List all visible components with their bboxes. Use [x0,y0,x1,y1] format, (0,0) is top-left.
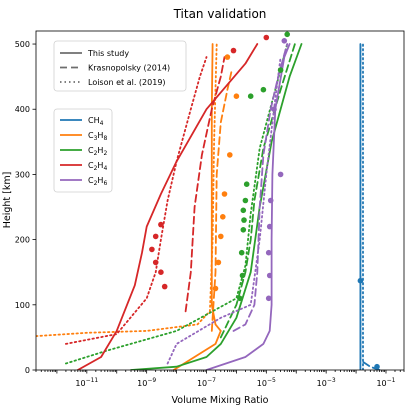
series-c3h8-dashed [210,69,233,332]
obs-point-c2h2 [242,197,249,204]
series-c2h4-dotted [65,56,208,345]
obs-point-ch4 [374,363,380,370]
x-tick-label: 10−1 [376,377,395,388]
obs-point-c2h6 [271,106,277,112]
obs-point-c2h2 [284,31,291,38]
obs-point-ch4 [357,277,364,284]
legend-species-label: C2H2 [88,146,107,157]
series-c3h8-dotted [36,43,218,337]
obs-point-c2h2 [240,207,247,214]
series-c2h2-dotted [65,43,289,365]
obs-point-c2h2 [247,93,254,99]
obs-point-c2h2 [240,227,247,233]
obs-point-c3h8 [224,54,231,60]
series-c2h6-dotted [166,56,282,365]
x-tick-label: 10−9 [137,377,156,388]
x-tick-label: 10−11 [75,377,98,388]
obs-point-c3h8 [212,285,219,292]
y-tick-label: 400 [15,105,30,114]
series-c2h6-dashed [232,43,289,332]
obs-point-c2h4 [158,269,164,276]
x-tick-label: 10−3 [317,377,336,388]
legend-species-frame [53,108,113,193]
obs-point-c2h6 [267,197,274,204]
y-tick-label: 500 [15,40,30,49]
obs-point-c3h8 [221,191,228,197]
obs-point-c3h8 [215,259,222,266]
obs-point-c3h8 [218,233,224,240]
series-ch4-dashed [359,43,381,370]
series-c2h6-solid [205,43,291,370]
y-tick-label: 0 [25,366,30,375]
chart-title: Titan validation [173,7,267,21]
legend-styles-frame [53,40,187,92]
legend-style-label: Loison et al. (2019) [88,78,166,87]
series-c2h2-dashed [219,43,296,339]
y-tick-label: 300 [15,170,30,179]
obs-point-c2h6 [265,295,272,302]
y-axis-label: Height [km] [2,172,13,229]
obs-point-c2h4 [158,221,164,228]
obs-point-c2h4 [161,283,168,290]
obs-point-c2h4 [230,47,237,54]
series-layer [36,43,381,370]
legend-species-label: C2H6 [88,176,107,187]
legend-species-label: C2H4 [88,161,107,172]
obs-point-c2h2 [243,181,250,187]
y-tick-label: 100 [15,301,30,310]
y-ticks: 0 100 200 300 400 500 [15,40,36,375]
obs-point-c2h6 [277,171,284,178]
legend-species: CH4 C3H8 C2H2 C2H4 C2H6 [53,108,113,193]
x-tick-label: 10−7 [197,377,216,388]
legend-species-label: C3H8 [88,131,107,142]
obs-point-c2h4 [149,246,155,253]
plot-frame [35,30,405,371]
obs-point-c2h2 [260,86,267,93]
obs-point-c2h2 [238,249,245,256]
series-c2h4-solid [76,43,259,370]
x-tick-label: 10−5 [257,377,276,388]
obs-point-c2h6 [266,223,273,230]
obs-point-c3h8 [220,214,226,220]
obs-point-c2h2 [237,295,243,302]
obs-point-c2h6 [266,272,273,279]
legend-style-label: This study [87,49,129,58]
obs-point-c2h6 [281,38,288,44]
legend-species-label: CH4 [88,116,104,127]
obs-point-c2h4 [152,233,159,240]
obs-point-c2h4 [152,259,159,266]
x-axis-label: Volume Mixing Ratio [172,395,269,406]
obs-point-c3h8 [233,93,240,99]
obs-point-c3h8 [227,152,233,158]
obs-point-c2h2 [277,67,284,73]
obs-point-c2h2 [241,217,247,223]
obs-point-c2h6 [265,249,272,256]
legend-styles: This study Krasnopolsky (2014) Loison et a… [53,40,187,92]
x-ticks: 10−11 10−9 10−7 10−5 10−3 10−1 [35,370,405,388]
legend-style-label: Krasnopolsky (2014) [88,64,170,73]
series-c2h2-solid [130,43,303,370]
obs-point-c2h2 [239,272,246,279]
obs-point-c2h4 [263,34,270,41]
y-tick-label: 200 [15,236,30,245]
observation-layer [149,31,380,370]
series-c2h4-dashed [184,56,226,313]
